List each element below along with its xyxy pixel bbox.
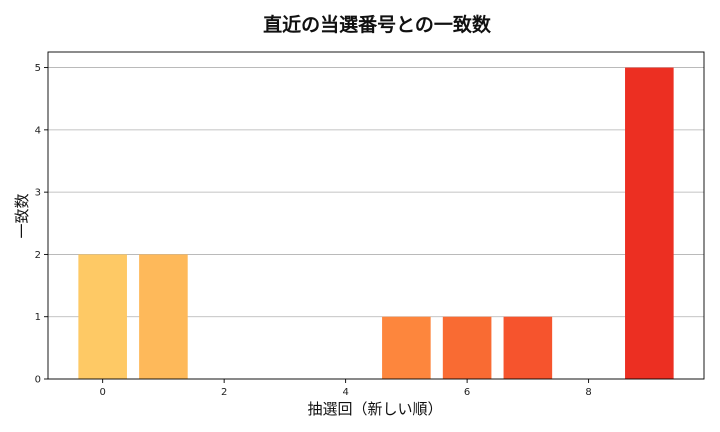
bar-7 xyxy=(503,316,553,379)
x-axis-label: 抽選回（新しい順） xyxy=(307,400,442,418)
x-tick-label-3: 6 xyxy=(464,387,470,398)
x-axis-ticks: 0 2 4 6 8 xyxy=(99,379,592,398)
y-tick-label-5: 5 xyxy=(35,63,41,74)
y-tick-label-4: 4 xyxy=(35,125,41,136)
x-tick-label-4: 8 xyxy=(585,387,591,398)
bar-0 xyxy=(78,254,127,379)
x-tick-label-1: 2 xyxy=(221,387,227,398)
y-tick-label-0: 0 xyxy=(35,375,41,386)
x-tick-label-0: 0 xyxy=(99,387,105,398)
y-tick-label-3: 3 xyxy=(35,188,41,199)
bar-1 xyxy=(139,254,188,379)
bar-5 xyxy=(382,316,431,379)
y-tick-label-2: 2 xyxy=(35,250,41,261)
plot-frame xyxy=(47,51,705,380)
bars xyxy=(78,67,674,380)
bar-9 xyxy=(625,67,674,380)
chart-title: 直近の当選番号との一致数 xyxy=(263,13,492,36)
y-tick-label-1: 1 xyxy=(35,312,41,323)
y-axis-label: 一致数 xyxy=(13,193,31,238)
y-axis-ticks: 0 1 2 3 4 5 xyxy=(35,63,48,386)
bar-6 xyxy=(442,316,492,379)
x-tick-label-2: 4 xyxy=(342,387,348,398)
